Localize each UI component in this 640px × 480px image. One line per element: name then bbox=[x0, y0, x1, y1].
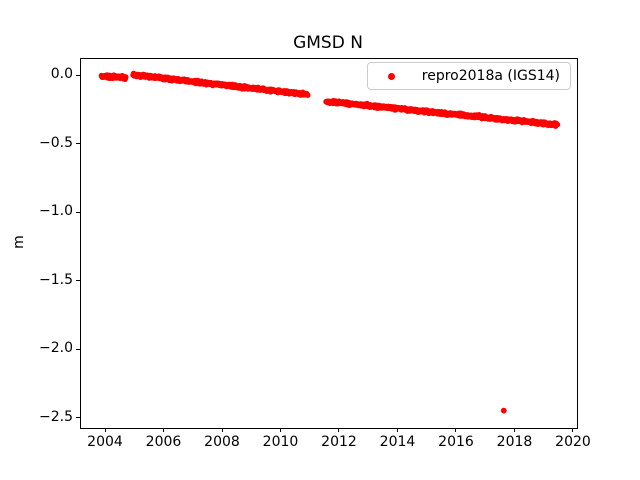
y-tick-label: 0.0 bbox=[50, 66, 73, 83]
y-tick-mark bbox=[76, 280, 80, 282]
y-tick-label: −2.5 bbox=[39, 408, 73, 425]
y-tick-label: −1.5 bbox=[39, 271, 73, 288]
x-tick-mark bbox=[221, 428, 223, 432]
x-tick-mark bbox=[572, 428, 574, 432]
y-tick-label: −2.0 bbox=[39, 340, 73, 357]
x-tick-mark bbox=[338, 428, 340, 432]
x-tick-mark bbox=[104, 428, 106, 432]
y-axis-label: m bbox=[10, 235, 27, 249]
x-tick-label: 2020 bbox=[555, 434, 591, 450]
y-tick-mark bbox=[76, 74, 80, 76]
x-tick-label: 2010 bbox=[262, 434, 299, 450]
x-tick-label: 2016 bbox=[438, 434, 474, 450]
x-tick-label: 2018 bbox=[496, 434, 533, 450]
y-tick-mark bbox=[76, 348, 80, 350]
y-tick-mark bbox=[76, 143, 80, 145]
plot-area: repro2018a (IGS14) bbox=[80, 58, 578, 429]
x-tick-mark bbox=[455, 428, 457, 432]
scatter-points bbox=[98, 70, 561, 414]
x-tick-mark bbox=[513, 428, 515, 432]
x-tick-label: 2012 bbox=[321, 434, 357, 450]
x-tick-mark bbox=[163, 428, 164, 432]
x-tick-label: 2004 bbox=[87, 434, 123, 450]
y-tick-mark bbox=[76, 417, 80, 419]
x-tick-label: 2008 bbox=[204, 434, 240, 450]
x-tick-mark bbox=[396, 428, 398, 432]
legend-marker-icon bbox=[387, 72, 395, 80]
chart-title: GMSD N bbox=[293, 33, 363, 53]
x-tick-mark bbox=[280, 428, 281, 432]
x-tick-label: 2006 bbox=[145, 434, 182, 450]
legend-label: repro2018a (IGS14) bbox=[421, 68, 560, 84]
y-tick-label: −1.0 bbox=[39, 203, 73, 220]
y-tick-label: −0.5 bbox=[39, 134, 73, 151]
y-tick-mark bbox=[76, 211, 80, 213]
x-tick-label: 2014 bbox=[379, 434, 416, 450]
legend: repro2018a (IGS14) bbox=[366, 62, 571, 90]
